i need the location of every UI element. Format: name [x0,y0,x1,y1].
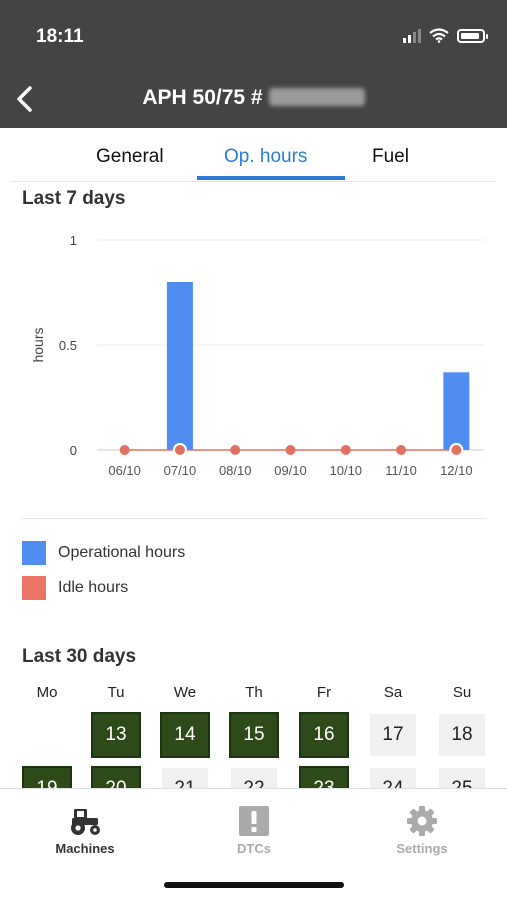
op-hours-chart: 0 0.5 1 hours 06/10 07/10 08/10 09/10 10/10 11/10… [30,233,484,478]
wifi-icon [429,28,449,43]
x-tick-label: 06/10 [108,463,141,478]
x-tick-label: 08/10 [219,463,252,478]
weekday-header: Tu [107,684,125,701]
weekday-header: Su [452,684,472,701]
weekday-header: Th [245,684,263,701]
point-idle-hours [119,445,130,455]
status-icons [403,28,488,43]
x-tick-label: 07/10 [164,463,197,478]
tab-general[interactable]: General [96,146,164,167]
redacted-serial [268,88,365,106]
point-idle-hours [230,445,241,455]
page-title: APH 50/75 # [0,86,507,110]
nav-dtcs-label: DTCs [237,841,271,856]
nav-dtcs[interactable]: DTCs [204,805,304,856]
tractor-icon [71,809,100,835]
section-title-7-days: Last 7 days [22,188,126,209]
tab-fuel[interactable]: Fuel [372,146,409,167]
divider [22,518,486,519]
tab-bar: General Op. hours Fuel [10,128,496,182]
tab-op-hours[interactable]: Op. hours [224,146,308,167]
legend-idle-hours: Idle hours [22,576,128,600]
back-icon[interactable] [10,82,40,116]
active-tab-indicator [197,176,345,180]
calendar-day[interactable]: 18 [439,714,485,756]
calendar-day[interactable]: 15 [229,712,279,758]
x-tick-label: 09/10 [274,463,307,478]
point-idle-hours [449,443,464,457]
alert-icon [239,806,269,836]
bar-operational-hours [443,372,470,450]
section-title-30-days: Last 30 days [22,646,137,667]
weekday-header: Mo [36,684,58,701]
status-bar: 18:11 [0,0,507,70]
home-indicator [164,882,344,888]
nav-settings[interactable]: Settings [372,805,472,856]
bar-operational-hours [166,282,193,450]
legend-swatch-operational [22,541,46,565]
legend-swatch-idle [22,576,46,600]
page-title-text: APH 50/75 # [142,86,263,109]
signal-icon [403,28,421,43]
legend-label-operational: Operational hours [58,544,186,561]
point-idle-hours [396,445,407,455]
point-idle-hours [172,443,187,457]
calendar-day[interactable]: 14 [160,712,210,758]
y-tick-label: 0 [70,443,77,458]
nav-settings-label: Settings [396,841,448,856]
status-time: 18:11 [36,26,84,47]
nav-machines-label: Machines [55,841,115,856]
point-idle-hours [285,445,296,455]
calendar-day[interactable]: 17 [370,714,416,756]
calendar-day[interactable]: 16 [299,712,349,758]
x-tick-label: 10/10 [330,463,363,478]
weekday-header: We [173,684,197,701]
y-axis-label: hours [30,327,46,362]
x-tick-label: 12/10 [440,463,473,478]
nav-machines[interactable]: Machines [35,805,135,856]
x-tick-label: 11/10 [385,463,417,478]
legend-label-idle: Idle hours [58,579,129,596]
y-tick-label: 1 [70,233,77,248]
calendar-day[interactable]: 13 [91,712,141,758]
weekday-header: Fr [316,684,332,701]
bottom-nav: Machines DTCs Settings [0,788,507,900]
battery-icon [457,28,488,43]
gear-icon [407,806,437,836]
legend-operational-hours: Operational hours [22,541,185,565]
y-tick-label: 0.5 [59,338,77,353]
weekday-header: Sa [383,684,403,701]
nav-bar: APH 50/75 # [0,70,507,128]
point-idle-hours [340,445,351,455]
